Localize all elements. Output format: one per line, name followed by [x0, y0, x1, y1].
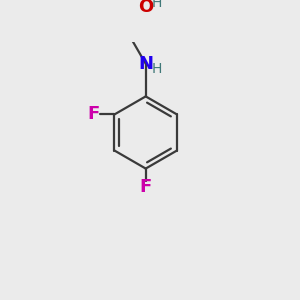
Text: O: O [138, 0, 153, 16]
Text: N: N [138, 55, 153, 73]
Text: F: F [140, 178, 152, 196]
Text: F: F [88, 105, 100, 123]
Text: H: H [152, 0, 162, 10]
Text: H: H [152, 62, 162, 76]
